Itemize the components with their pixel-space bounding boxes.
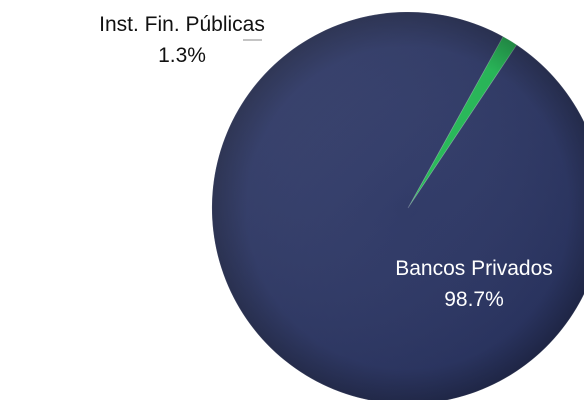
- slice-labels: Inst. Fin. Públicas 1.3% Bancos Privados 98…: [99, 13, 553, 311]
- pie-shading: [212, 12, 584, 400]
- slice-value-bancos-privados: 98.7%: [444, 288, 504, 311]
- slice-value-inst-fin-publicas: 1.3%: [158, 44, 206, 67]
- slice-label-bancos-privados: Bancos Privados: [395, 257, 553, 280]
- pie-gloss: [212, 12, 584, 400]
- slice-label-inst-fin-publicas: Inst. Fin. Públicas: [99, 13, 265, 36]
